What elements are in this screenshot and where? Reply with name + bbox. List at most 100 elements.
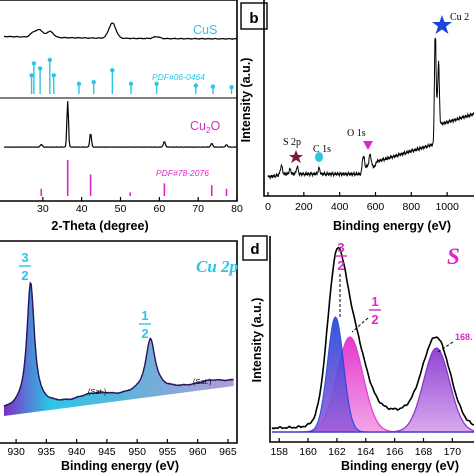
d-peak-3-2-numerator: 3 xyxy=(337,240,344,255)
ref1-stick-cap xyxy=(128,81,134,87)
pdf-78-2076-sticks xyxy=(40,160,228,196)
d-peak3-leader xyxy=(437,341,454,353)
panel-d-title: S xyxy=(447,244,460,269)
panel-a-x-tick-label-40: 40 xyxy=(76,203,88,215)
d-peak-168-label: 168. xyxy=(455,332,473,342)
d-peak-1-2-denominator: 2 xyxy=(371,312,378,327)
ref1-stick-cap xyxy=(229,85,234,90)
peak-3-2-numerator: 3 xyxy=(21,250,28,265)
panel-a-x-tick-label-60: 60 xyxy=(153,203,165,215)
panel-a: 30 40 50 60 70 80 CuS PDF#06-0464 Cu2O PDF#78… xyxy=(0,0,243,233)
ref1-stick-cap xyxy=(29,73,34,78)
d-peak-label-1-2: 1 2 xyxy=(369,294,381,327)
panel-a-frame xyxy=(0,0,238,202)
panel-c-x-tick-label-935: 935 xyxy=(38,446,56,458)
panel-b-ylabel: Intensity (a.u.) xyxy=(239,58,253,143)
panel-c-frame xyxy=(0,240,238,444)
d-peak-label-3-2: 3 2 xyxy=(335,240,347,273)
panel-c-xlabel: Binding energy (eV) xyxy=(61,459,179,473)
panel-d-axes xyxy=(269,236,474,443)
panel-b-letter: b xyxy=(249,10,258,27)
panel-c-x-tick-label-960: 960 xyxy=(189,446,207,458)
panel-d-x-tick-label-164: 164 xyxy=(357,446,375,458)
panel-b-letter-box xyxy=(240,2,268,30)
ref1-stick-cap xyxy=(76,81,82,87)
panel-c-x-tick-label-950: 950 xyxy=(128,446,146,458)
cu2p-fill-area xyxy=(4,283,234,416)
annot-o1s: O 1s xyxy=(347,128,366,139)
panel-b-axes xyxy=(263,0,474,197)
ref1-stick-cap xyxy=(51,73,56,78)
panel-c-x-tick-label-945: 945 xyxy=(98,446,116,458)
panel-d-x-tick-label-160: 160 xyxy=(299,446,317,458)
peak-1-2-numerator: 1 xyxy=(141,308,148,323)
panel-d-x-tick-label-162: 162 xyxy=(328,446,346,458)
panel-d-x-tick-label-170: 170 xyxy=(444,446,462,458)
panel-d-ylabel: Intensity (a.u.) xyxy=(250,298,264,383)
annot-s2p: S 2p xyxy=(283,137,301,148)
ref1-stick-cap xyxy=(210,84,216,89)
cu2p-curve xyxy=(3,281,234,407)
panel-a-xticks: 30 40 50 60 70 80 xyxy=(37,197,243,215)
panel-c: 930 935 940 945 950 955 960 965 Cu 2p 3 2 1 2 (… xyxy=(0,240,238,473)
peak-label-1-2: 1 2 xyxy=(139,308,151,341)
panel-b-x-tick-label-1000: 1000 xyxy=(435,201,459,213)
panel-b-x-tick-label-0: 0 xyxy=(265,201,271,213)
star-marker-s2p xyxy=(289,150,303,163)
legend-cu2o: Cu2O xyxy=(190,119,220,135)
panel-d-letter-box xyxy=(242,235,268,261)
d-peak-1-2-numerator: 1 xyxy=(371,294,378,309)
panel-b: b 0 200 400 600 800 1000 Intensity (a.u.) Bin… xyxy=(239,0,474,233)
annot-cu2p: Cu 2 xyxy=(450,12,469,23)
survey-spectrum xyxy=(267,37,474,181)
ref1-stick-cap xyxy=(91,79,96,85)
ref1-stick-cap xyxy=(154,81,159,87)
satellite-label-1: (Sat.) xyxy=(88,387,107,396)
panel-d-xticks: 158 160 162 164 166 168 170 xyxy=(270,438,461,458)
panel-b-x-tick-label-600: 600 xyxy=(367,201,385,213)
panel-b-x-tick-label-400: 400 xyxy=(331,201,349,213)
panel-b-xticks: 0 200 400 600 800 1000 xyxy=(265,192,459,213)
panel-c-x-tick-label-940: 940 xyxy=(68,446,86,458)
peak-1-2-denominator: 2 xyxy=(141,326,148,341)
panel-a-x-tick-label-50: 50 xyxy=(115,203,127,215)
panel-b-x-tick-label-800: 800 xyxy=(403,201,421,213)
panel-c-title: Cu 2p xyxy=(196,257,238,276)
annot-c1s: C 1s xyxy=(313,144,331,155)
legend-cus: CuS xyxy=(193,23,217,37)
s2p-3-2-fill xyxy=(272,316,474,433)
panel-b-xlabel: Binding energy (eV) xyxy=(333,219,451,233)
panel-b-markers xyxy=(289,15,452,163)
panel-c-xticks: 930 935 940 945 950 955 960 965 xyxy=(7,439,237,458)
panel-a-xlabel: 2-Theta (degree) xyxy=(51,219,148,233)
panel-a-x-tick-label-80: 80 xyxy=(231,203,243,215)
ref1-stick-cap xyxy=(47,57,53,63)
ref1-stick-cap xyxy=(37,66,43,71)
panel-d: d 158 160 162 164 166 168 170 Intensity (a.u.)… xyxy=(242,235,474,473)
panel-d-x-tick-label-166: 166 xyxy=(386,446,404,458)
peak-3-2-denominator: 2 xyxy=(21,268,28,283)
ref1-stick-cap xyxy=(31,61,37,66)
cu2o-xrd-curve xyxy=(3,101,237,148)
panel-d-x-tick-label-158: 158 xyxy=(270,446,288,458)
panel-b-x-tick-label-200: 200 xyxy=(295,201,313,213)
satellite-label-2: (Sat.) xyxy=(193,377,212,386)
panel-a-x-tick-label-70: 70 xyxy=(192,203,204,215)
panel-d-xlabel: Binding energy (eV) xyxy=(341,459,459,473)
panel-c-x-tick-label-930: 930 xyxy=(7,446,25,458)
pdf-06-0464-sticks xyxy=(29,57,234,94)
panel-d-letter: d xyxy=(250,241,259,258)
triangle-marker-o1s xyxy=(363,141,373,150)
ref1-stick-cap xyxy=(110,68,115,73)
cus-xrd-curve xyxy=(3,22,238,40)
panel-c-x-tick-label-955: 955 xyxy=(159,446,177,458)
ref-label-06-0464: PDF#06-0464 xyxy=(152,72,205,82)
panel-d-x-tick-label-168: 168 xyxy=(415,446,433,458)
circle-marker-c1s xyxy=(315,152,323,162)
ref-label-78-2076: PDF#78-2076 xyxy=(156,168,209,178)
d-peak-3-2-denominator: 2 xyxy=(337,258,344,273)
star-marker-cu2p xyxy=(432,15,452,34)
panel-c-x-tick-label-965: 965 xyxy=(219,446,237,458)
panel-a-x-tick-label-30: 30 xyxy=(37,203,49,215)
